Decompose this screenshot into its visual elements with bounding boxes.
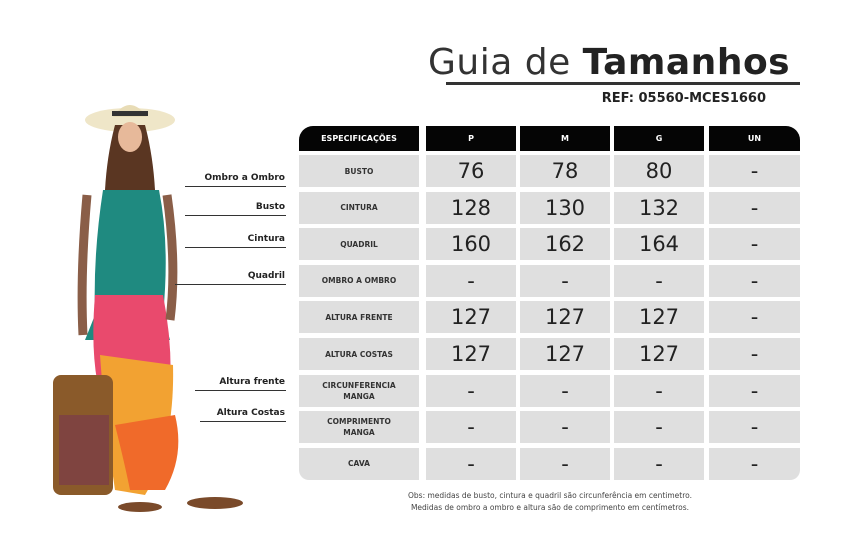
row-label: CAVA	[299, 447, 419, 480]
measure-line	[185, 215, 286, 216]
row-label: BUSTO	[299, 155, 419, 187]
title-underline	[446, 82, 800, 85]
size-value: 164	[614, 228, 704, 261]
measure-label: Altura frente	[219, 377, 285, 387]
size-value: -	[520, 447, 610, 480]
product-ref: REF: 05560-MCES1660	[601, 91, 766, 106]
size-value: -	[709, 228, 800, 261]
measure-label: Cintura	[247, 234, 285, 244]
measure-line	[185, 186, 286, 187]
size-value: -	[709, 338, 800, 370]
size-value: 127	[426, 301, 516, 334]
size-value: -	[709, 264, 800, 297]
size-value: -	[614, 411, 704, 444]
size-value: -	[709, 191, 800, 224]
measure-line	[200, 421, 286, 422]
column-header: G	[614, 126, 704, 151]
size-value: 127	[614, 338, 704, 370]
size-value: 132	[614, 191, 704, 224]
page-title: Guia de Tamanhos	[428, 42, 790, 83]
measure-label: Ombro a Ombro	[204, 173, 285, 183]
row-label: QUADRIL	[299, 228, 419, 261]
size-value: 76	[426, 155, 516, 187]
size-value: -	[426, 374, 516, 407]
size-value: -	[520, 264, 610, 297]
size-value: 78	[520, 155, 610, 187]
row-label: CIRCUNFERENCIA MANGA	[299, 374, 419, 407]
size-value: 128	[426, 191, 516, 224]
measure-line	[175, 284, 286, 285]
row-label: CINTURA	[299, 191, 419, 224]
row-label: OMBRO A OMBRO	[299, 264, 419, 297]
size-value: -	[709, 155, 800, 187]
size-value: -	[614, 374, 704, 407]
measure-line	[185, 247, 286, 248]
size-value: 127	[614, 301, 704, 334]
size-value: 127	[520, 301, 610, 334]
measure-label: Altura Costas	[216, 408, 285, 418]
row-label: COMPRIMENTO MANGA	[299, 411, 419, 444]
size-value: -	[709, 447, 800, 480]
column-header: M	[520, 126, 610, 151]
column-header: UN	[709, 126, 800, 151]
row-label: ALTURA COSTAS	[299, 338, 419, 370]
size-value: -	[709, 411, 800, 444]
size-value: -	[520, 374, 610, 407]
size-value: -	[709, 374, 800, 407]
size-value: -	[520, 411, 610, 444]
footnote-line: Obs: medidas de busto, cintura e quadril…	[408, 491, 692, 500]
size-value: 160	[426, 228, 516, 261]
size-value: 130	[520, 191, 610, 224]
size-value: 127	[520, 338, 610, 370]
size-value: -	[709, 301, 800, 334]
size-value: -	[426, 411, 516, 444]
measure-label: Quadril	[247, 271, 285, 281]
footnote: Obs: medidas de busto, cintura e quadril…	[380, 490, 720, 514]
size-value: -	[614, 264, 704, 297]
row-label: ALTURA FRENTE	[299, 301, 419, 334]
size-value: -	[426, 264, 516, 297]
measure-label: Busto	[255, 202, 285, 212]
size-value: 127	[426, 338, 516, 370]
model-photo	[53, 105, 243, 512]
column-header: P	[426, 126, 516, 151]
measure-line	[195, 390, 286, 391]
title-light: Guia de	[428, 42, 571, 83]
size-value: -	[614, 447, 704, 480]
size-value: 162	[520, 228, 610, 261]
column-header: ESPECIFICAÇÕES	[299, 126, 419, 151]
footnote-line: Medidas de ombro a ombro e altura são de…	[410, 503, 690, 512]
size-value: 80	[614, 155, 704, 187]
size-value: -	[426, 447, 516, 480]
title-bold: Tamanhos	[582, 42, 791, 83]
